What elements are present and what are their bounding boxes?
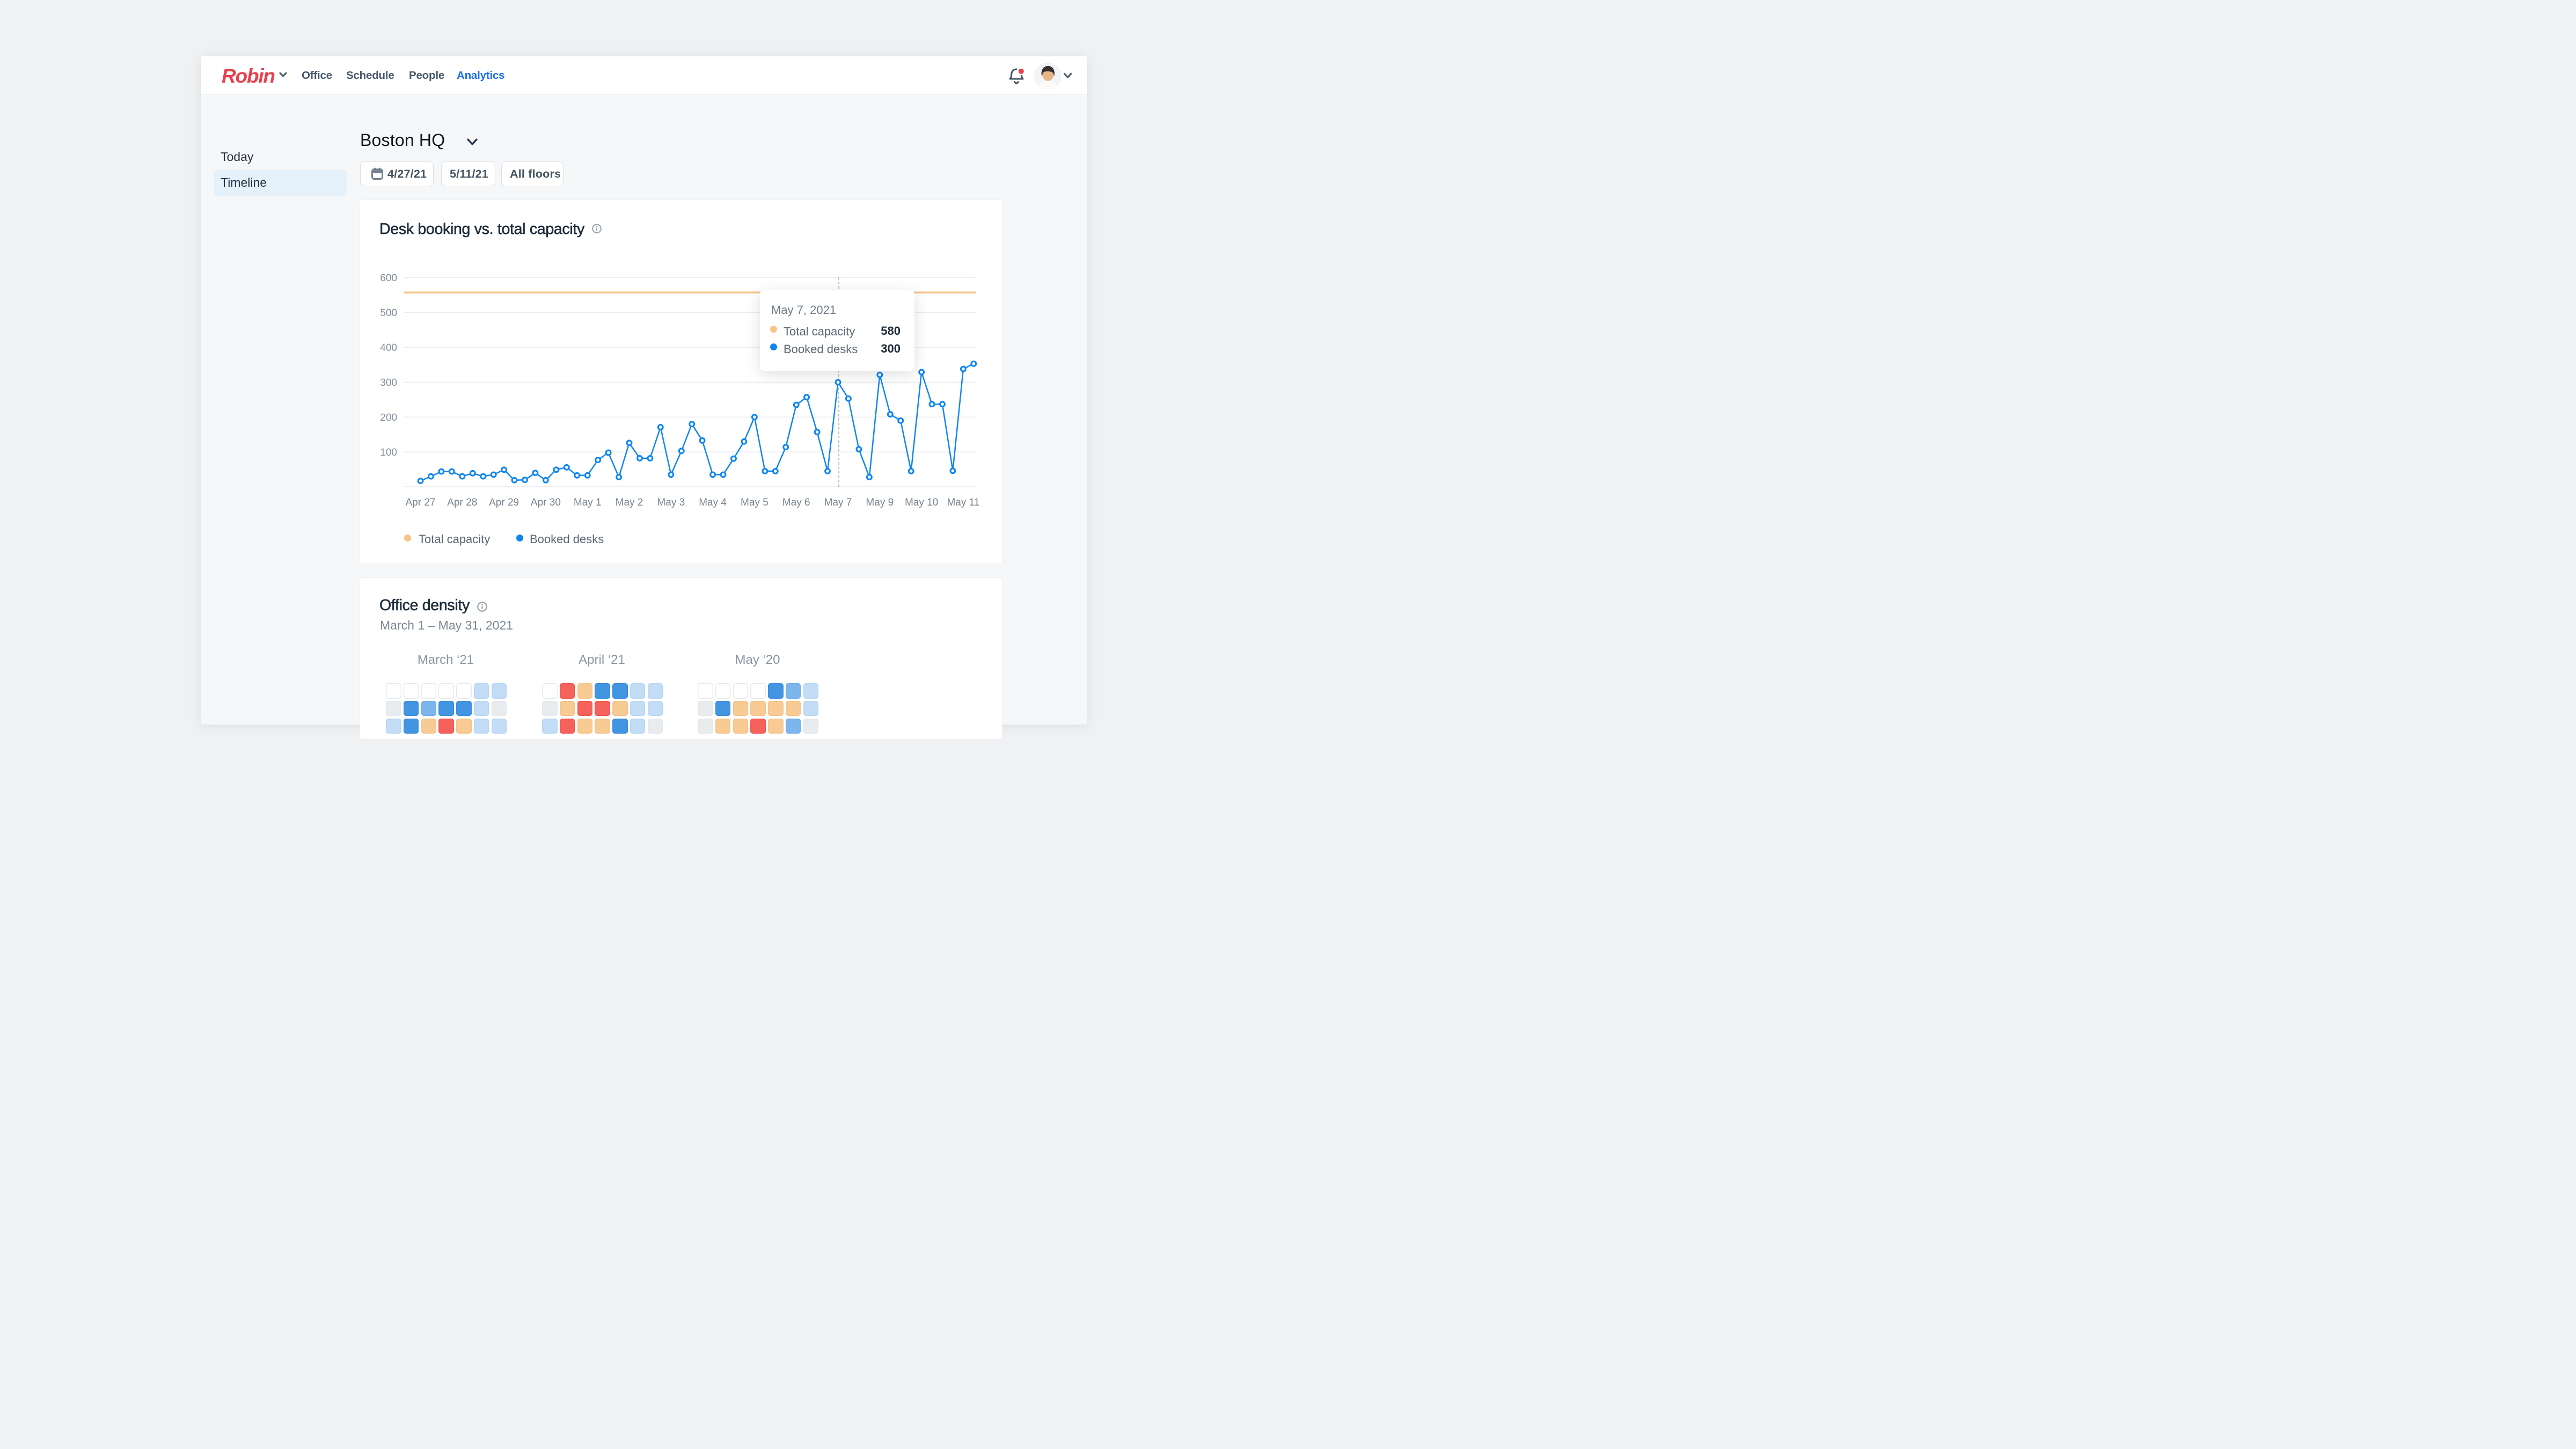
svg-text:May 3: May 3 [657, 497, 685, 508]
svg-text:600: 600 [380, 273, 397, 284]
svg-text:Apr 30: Apr 30 [531, 497, 561, 508]
svg-text:Apr 28: Apr 28 [447, 497, 477, 508]
svg-text:May 6: May 6 [782, 497, 810, 508]
svg-text:100: 100 [380, 447, 397, 458]
svg-text:May 4: May 4 [699, 497, 727, 508]
svg-text:May 7: May 7 [824, 497, 852, 508]
svg-text:May 11: May 11 [947, 497, 979, 508]
svg-text:May 10: May 10 [905, 497, 938, 508]
svg-text:May 9: May 9 [866, 497, 894, 508]
svg-text:Apr 27: Apr 27 [406, 497, 436, 508]
svg-text:500: 500 [380, 308, 397, 319]
svg-text:200: 200 [380, 412, 397, 423]
svg-text:May 1: May 1 [574, 497, 602, 508]
svg-text:400: 400 [380, 342, 397, 354]
svg-text:Apr 29: Apr 29 [489, 497, 519, 508]
svg-text:May 5: May 5 [741, 497, 769, 508]
svg-text:300: 300 [380, 377, 397, 389]
svg-text:May 2: May 2 [616, 497, 643, 508]
